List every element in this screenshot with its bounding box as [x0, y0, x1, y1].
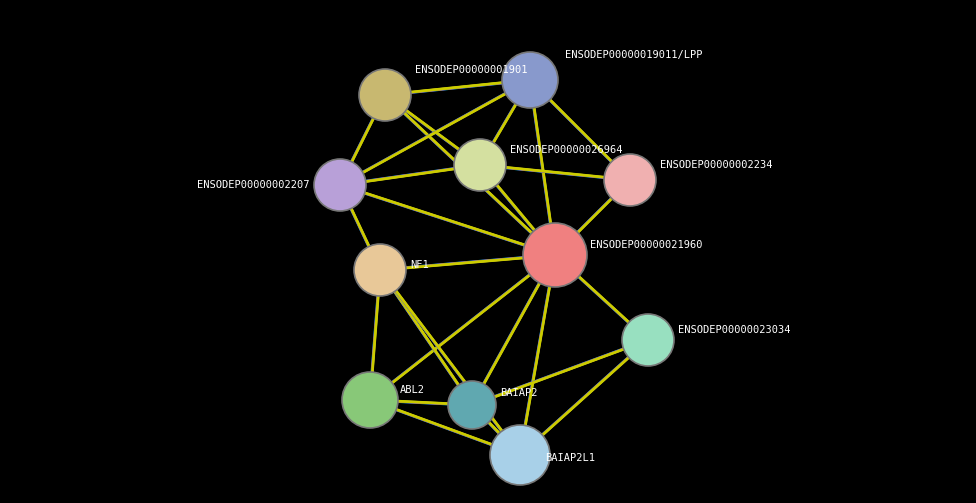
Text: ENSODEP00000002234: ENSODEP00000002234 [660, 160, 772, 170]
Text: ENSODEP00000002207: ENSODEP00000002207 [197, 180, 310, 190]
Text: NF1: NF1 [410, 260, 428, 270]
Text: BAIAP2L1: BAIAP2L1 [545, 453, 595, 463]
Circle shape [523, 223, 587, 287]
Circle shape [502, 52, 558, 108]
Circle shape [490, 425, 550, 485]
Circle shape [342, 372, 398, 428]
Text: ENSODEP00000001901: ENSODEP00000001901 [415, 65, 527, 75]
Text: ENSODEP00000023034: ENSODEP00000023034 [678, 325, 791, 335]
Circle shape [354, 244, 406, 296]
Circle shape [359, 69, 411, 121]
Text: ABL2: ABL2 [400, 385, 425, 395]
Circle shape [314, 159, 366, 211]
Text: ENSODEP00000021960: ENSODEP00000021960 [590, 240, 703, 250]
Text: ENSODEP00000019011/LPP: ENSODEP00000019011/LPP [565, 50, 703, 60]
Circle shape [448, 381, 496, 429]
Text: ENSODEP00000026964: ENSODEP00000026964 [510, 145, 623, 155]
Circle shape [454, 139, 506, 191]
Circle shape [604, 154, 656, 206]
Text: BAIAP2: BAIAP2 [500, 388, 538, 398]
Circle shape [622, 314, 674, 366]
